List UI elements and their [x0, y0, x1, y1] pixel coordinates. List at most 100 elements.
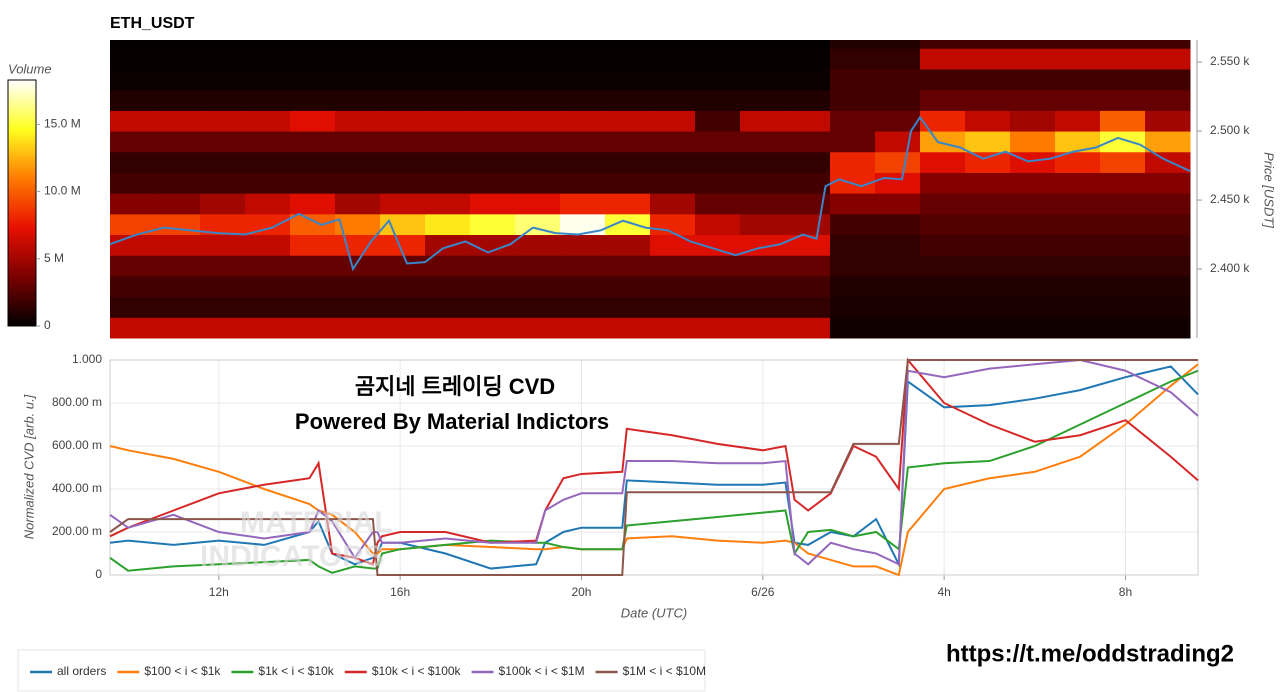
heatmap-cell: [920, 317, 966, 339]
heatmap-cell: [110, 255, 156, 277]
heatmap-cell: [1010, 89, 1056, 111]
heatmap-cell: [290, 275, 336, 298]
heatmap-cell: [515, 89, 561, 111]
heatmap-cell: [155, 68, 201, 91]
heatmap-cell: [605, 213, 651, 236]
y-tick-label: 200.00 m: [52, 524, 102, 538]
heatmap-cell: [875, 131, 921, 153]
heatmap-cell: [245, 172, 291, 194]
heatmap-cell: [605, 131, 651, 153]
heatmap-cell: [740, 172, 786, 194]
heatmap-cell: [1010, 317, 1056, 339]
heatmap-cell: [650, 275, 696, 298]
link: https://t.me/oddstrading2: [946, 640, 1234, 667]
heatmap-cell: [380, 234, 426, 256]
heatmap-cell: [560, 151, 606, 173]
heatmap-cell: [110, 40, 156, 49]
colorbar: [7, 79, 37, 327]
heatmap-cell: [695, 234, 741, 256]
heatmap-cell: [830, 234, 876, 256]
heatmap-cell: [155, 255, 201, 277]
heatmap-cell: [290, 193, 336, 215]
colorbar-tick-label: 10.0 M: [44, 184, 81, 198]
heatmap-cell: [1055, 48, 1101, 70]
heatmap-cell: [965, 296, 1011, 318]
heatmap-cell: [650, 151, 696, 173]
heatmap-cell: [335, 234, 381, 256]
heatmap-cell: [335, 172, 381, 194]
colorbar-title: Volume: [8, 61, 52, 76]
legend-label: $100k < i < $1M: [499, 664, 585, 678]
heatmap-cell: [155, 213, 201, 236]
heatmap-cell: [1145, 172, 1191, 194]
heatmap-cell: [785, 40, 831, 49]
heatmap-cell: [605, 48, 651, 70]
heatmap-cell: [155, 172, 201, 194]
annotation: 곰지네 트레이딩 CVD: [355, 374, 555, 399]
heatmap-cell: [380, 131, 426, 153]
heatmap-cell: [470, 296, 516, 318]
heatmap-cell: [560, 275, 606, 298]
heatmap-cell: [425, 296, 471, 318]
heatmap-cell: [560, 40, 606, 49]
heatmap-cell: [515, 193, 561, 215]
heatmap-cell: [425, 213, 471, 236]
heatmap-cell: [830, 68, 876, 91]
heatmap-cell: [290, 110, 336, 132]
heatmap-cell: [785, 48, 831, 70]
heatmap-cell: [1010, 275, 1056, 298]
heatmap-cell: [245, 234, 291, 256]
heatmap-cell: [380, 89, 426, 111]
heatmap-cell: [965, 172, 1011, 194]
heatmap-cell: [695, 131, 741, 153]
heatmap-cell: [965, 40, 1011, 49]
heatmap-cell: [740, 131, 786, 153]
heatmap-cell: [1055, 40, 1101, 49]
heatmap-cell: [290, 40, 336, 49]
legend-label: $100 < i < $1k: [144, 664, 221, 678]
heatmap-cell: [470, 48, 516, 70]
heatmap-cell: [965, 213, 1011, 236]
heatmap-cell: [470, 68, 516, 91]
heatmap-cell: [290, 172, 336, 194]
heatmap-cell: [470, 255, 516, 277]
heatmap-cell: [515, 172, 561, 194]
heatmap-cell: [1055, 213, 1101, 236]
heatmap-cell: [1055, 255, 1101, 277]
heatmap-cell: [110, 68, 156, 91]
y-tick-label: 2.500 k: [1210, 123, 1250, 137]
heatmap-cell: [470, 213, 516, 236]
watermark: INDICATORS: [200, 540, 384, 573]
heatmap-cell: [1100, 317, 1146, 339]
heatmap-cell: [875, 48, 921, 70]
heatmap-cell: [290, 296, 336, 318]
heatmap-cell: [110, 89, 156, 111]
heatmap-cell: [335, 193, 381, 215]
heatmap-cell: [1100, 131, 1146, 153]
cvd-line: [109, 357, 1199, 566]
heatmap-cell: [830, 296, 876, 318]
heatmap-cell: [1055, 110, 1101, 132]
heatmap-cell: [1145, 213, 1191, 236]
heatmap-cell: [650, 89, 696, 111]
heatmap-cell: [920, 68, 966, 91]
heatmap-cell: [695, 255, 741, 277]
heatmap-cell: [785, 275, 831, 298]
heatmap-cell: [425, 68, 471, 91]
heatmap-cell: [1100, 213, 1146, 236]
heatmap-cell: [875, 110, 921, 132]
heatmap-cell: [830, 110, 876, 132]
heatmap-cell: [380, 275, 426, 298]
heatmap-cell: [290, 234, 336, 256]
heatmap-cell: [1010, 40, 1056, 49]
heatmap-cell: [830, 48, 876, 70]
heatmap-cell: [245, 89, 291, 111]
heatmap-cell: [110, 213, 156, 236]
heatmap-cell: [1010, 68, 1056, 91]
heatmap-cell: [785, 110, 831, 132]
heatmap-cell: [110, 48, 156, 70]
heatmap-cell: [1100, 151, 1146, 173]
legend-label: all orders: [57, 664, 106, 678]
heatmap-cell: [1100, 110, 1146, 132]
heatmap-cell: [245, 317, 291, 339]
